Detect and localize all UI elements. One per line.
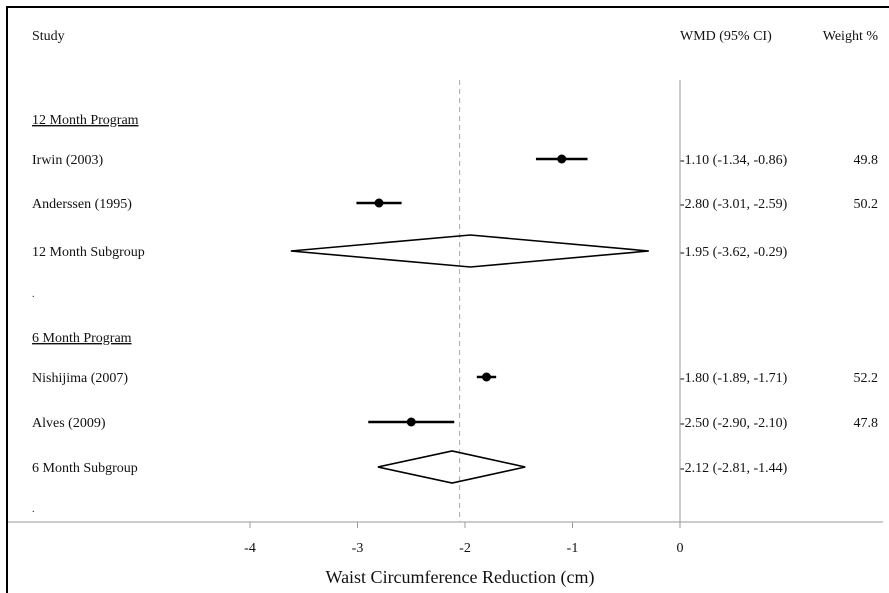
x-axis: -4 -3 -2 -1 0 bbox=[8, 521, 883, 556]
study-ci-text: -1.80 (-1.89, -1.71) bbox=[680, 371, 788, 386]
study-weight: 47.8 bbox=[854, 416, 879, 431]
x-tick-label: -3 bbox=[352, 541, 364, 556]
chart-frame bbox=[6, 6, 889, 593]
spacer-dot: . bbox=[32, 504, 35, 515]
study-name: Irwin (2003) bbox=[32, 153, 103, 168]
subgroup-ci-text: -1.95 (-3.62, -0.29) bbox=[680, 245, 788, 260]
point-estimate bbox=[482, 372, 491, 382]
plot-marks bbox=[290, 80, 681, 522]
study-weight: 50.2 bbox=[854, 197, 879, 212]
study-name: Nishijima (2007) bbox=[32, 371, 128, 386]
subgroup-name: 12 Month Subgroup bbox=[32, 245, 145, 260]
subgroup-ci-text: -2.12 (-2.81, -1.44) bbox=[680, 461, 788, 476]
header-weight: Weight % bbox=[823, 29, 879, 44]
header-wmd: WMD (95% CI) bbox=[680, 29, 772, 44]
point-estimate bbox=[406, 417, 416, 427]
study-ci-text: -1.10 (-1.34, -0.86) bbox=[680, 153, 788, 168]
study-name: Anderssen (1995) bbox=[32, 197, 132, 212]
study-weight: 52.2 bbox=[854, 371, 879, 386]
x-tick-label: -1 bbox=[567, 541, 579, 556]
spacer-dot: . bbox=[32, 289, 35, 300]
group-label: 12 Month Program bbox=[32, 113, 139, 128]
point-estimate bbox=[557, 154, 567, 164]
header-study: Study bbox=[32, 29, 65, 44]
subgroup-diamond bbox=[377, 450, 526, 484]
study-ci-text: -2.80 (-3.01, -2.59) bbox=[680, 197, 788, 212]
point-estimate bbox=[374, 198, 384, 208]
study-rows: 12 Month Program Irwin (2003) -1.10 (-1.34… bbox=[32, 113, 878, 515]
x-axis-label: Waist Circumference Reduction (cm) bbox=[326, 567, 595, 588]
subgroup-diamond bbox=[290, 234, 649, 268]
study-weight: 49.8 bbox=[854, 153, 879, 168]
subgroup-name: 6 Month Subgroup bbox=[32, 461, 138, 476]
group-label: 6 Month Program bbox=[32, 331, 132, 346]
study-ci-text: -2.50 (-2.90, -2.10) bbox=[680, 416, 788, 431]
study-name: Alves (2009) bbox=[32, 416, 106, 431]
x-tick-label: -2 bbox=[459, 541, 471, 556]
x-tick-label: 0 bbox=[677, 541, 684, 556]
x-tick-label: -4 bbox=[244, 541, 256, 556]
